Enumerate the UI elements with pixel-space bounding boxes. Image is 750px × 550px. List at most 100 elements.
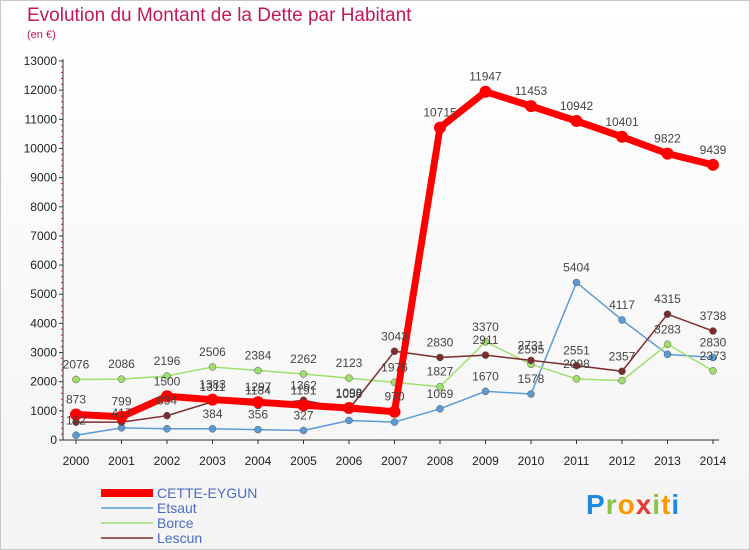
y-tick-label: 9000 (30, 171, 57, 185)
data-label: 2731 (518, 338, 545, 352)
x-tick-label: 2012 (609, 454, 636, 468)
data-point (481, 351, 490, 359)
data-label: 2357 (609, 349, 636, 363)
data-point (570, 114, 583, 127)
data-label: 1383 (199, 378, 226, 392)
data-point (479, 85, 492, 98)
y-tick-label: 8000 (30, 200, 57, 214)
y-tick-label: 6000 (30, 258, 57, 272)
data-point (525, 100, 537, 113)
legend-label: Etsaut (157, 500, 197, 516)
data-label: 11947 (469, 70, 502, 84)
data-point (618, 376, 626, 385)
y-tick-label: 12000 (24, 83, 58, 97)
y-tick-label: 0 (50, 433, 57, 447)
data-point (345, 416, 353, 425)
y-tick-label: 3000 (30, 346, 57, 360)
data-point (254, 425, 262, 434)
data-point (616, 130, 628, 143)
y-tick-label: 5000 (30, 287, 57, 301)
brand-letter: i (671, 489, 681, 520)
x-tick-label: 2013 (654, 454, 681, 468)
brand-letter: P (586, 489, 606, 520)
data-label: 10401 (605, 115, 639, 129)
data-point (115, 410, 128, 423)
data-point (72, 431, 80, 440)
data-label: 5404 (563, 260, 590, 274)
chart-subtitle: (en €) (27, 29, 56, 41)
x-tick-label: 2002 (154, 454, 181, 468)
data-point (161, 390, 173, 403)
data-label: 970 (384, 390, 404, 404)
data-point (663, 350, 672, 359)
data-label: 1311 (200, 380, 226, 394)
data-label: 1184 (245, 383, 271, 397)
data-label: 1362 (290, 378, 317, 392)
x-tick-label: 2009 (472, 454, 499, 468)
data-point (70, 408, 82, 421)
x-tick-label: 2007 (381, 454, 408, 468)
legend-label: CETTE-EYGUN (157, 485, 257, 501)
data-point (434, 121, 446, 134)
data-point (618, 367, 626, 376)
data-label: 1059 (336, 387, 363, 401)
data-point (206, 393, 219, 406)
data-point (707, 158, 719, 171)
brand-letter: o (617, 489, 636, 520)
data-label: 834 (157, 394, 177, 408)
data-point (297, 399, 310, 412)
data-label: 162 (66, 413, 86, 427)
data-point (208, 425, 217, 433)
x-tick-label: 2014 (700, 454, 727, 468)
x-tick-label: 2000 (63, 454, 90, 468)
data-point (252, 396, 264, 409)
data-label: 2196 (154, 354, 181, 368)
data-label: 11453 (515, 84, 548, 98)
data-label: 356 (248, 408, 268, 422)
legend-label: Lescun (157, 530, 202, 546)
data-label: 3283 (654, 322, 681, 336)
data-label: 2595 (518, 342, 545, 356)
data-point (390, 418, 399, 426)
data-point (72, 375, 80, 384)
data-label: 2384 (245, 348, 272, 362)
data-point (618, 316, 626, 324)
data-point (572, 375, 581, 383)
data-label: 3370 (472, 320, 499, 334)
data-label: 1670 (472, 369, 499, 383)
legend-label: Borce (157, 515, 194, 531)
data-label: 873 (66, 393, 86, 407)
data-label: 1297 (245, 380, 272, 394)
y-tick-label: 11000 (25, 112, 58, 126)
data-label: 1827 (427, 365, 454, 379)
x-tick-label: 2004 (245, 454, 272, 468)
data-point (572, 361, 581, 370)
brand-letter: t (661, 489, 672, 520)
data-point (663, 340, 672, 349)
data-point (299, 426, 308, 435)
y-tick-label: 1000 (30, 404, 57, 418)
data-label: 2123 (336, 356, 363, 370)
data-label: 1191 (291, 383, 317, 397)
data-label: 1500 (154, 374, 181, 388)
data-point (709, 367, 717, 375)
data-point (709, 353, 717, 362)
data-point (663, 310, 672, 318)
y-tick-label: 13000 (24, 54, 58, 68)
data-point (436, 353, 444, 362)
data-label: 417 (111, 406, 131, 420)
brand-letter: x (635, 489, 653, 520)
y-tick-label: 10000 (24, 141, 58, 155)
data-label: 2262 (290, 352, 317, 366)
data-label: 327 (293, 408, 313, 422)
y-tick-label: 2000 (30, 375, 57, 389)
data-label: 2098 (563, 357, 590, 371)
data-point (163, 372, 171, 380)
data-label: 1976 (381, 360, 408, 374)
data-point (709, 327, 717, 335)
data-point (208, 363, 217, 371)
data-label: 4117 (609, 298, 635, 312)
data-label: 2373 (700, 349, 727, 363)
brand-letter: r (605, 489, 618, 520)
